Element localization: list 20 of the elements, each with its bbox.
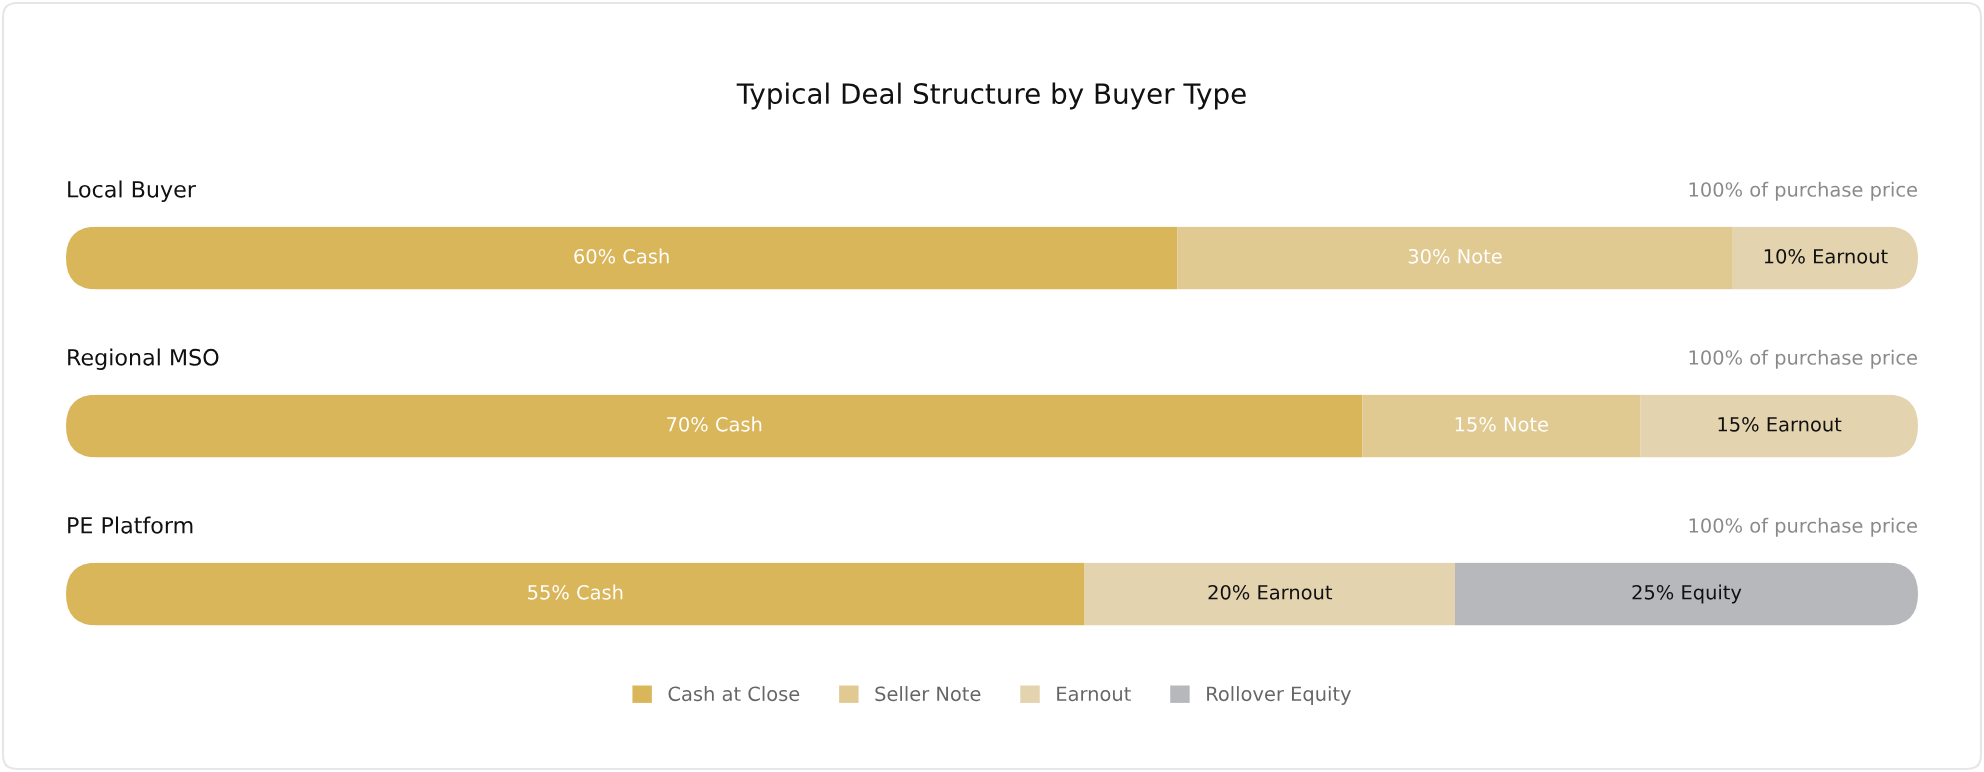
data-label: 60% Cash <box>574 248 669 264</box>
data-label: 15% Note <box>1455 416 1548 432</box>
total-label: 100% of purchase price <box>1689 349 1917 369</box>
data-label: 20% Earnout <box>1208 584 1333 600</box>
legend-label: Seller Note <box>875 686 981 702</box>
data-label: 25% Equity <box>1632 584 1742 604</box>
chart-title: Typical Deal Structure by Buyer Type <box>736 82 1246 110</box>
y-tick-label: Regional MSO <box>68 348 219 370</box>
data-label: 55% Cash <box>528 584 623 600</box>
legend-label: Earnout <box>1057 686 1131 702</box>
data-label: 70% Cash <box>667 416 762 432</box>
legend-label: Cash at Close <box>668 686 800 702</box>
data-label: 10% Earnout <box>1764 248 1888 264</box>
y-tick-label: PE Platform <box>68 516 193 534</box>
legend-label: Rollover Equity <box>1207 686 1351 705</box>
total-label: 100% of purchase price <box>1689 181 1917 201</box>
data-label: 15% Earnout <box>1718 416 1842 432</box>
y-tick-label: Local Buyer <box>68 180 196 202</box>
total-label: 100% of purchase price <box>1689 517 1917 537</box>
data-label: 30% Note <box>1408 248 1502 264</box>
